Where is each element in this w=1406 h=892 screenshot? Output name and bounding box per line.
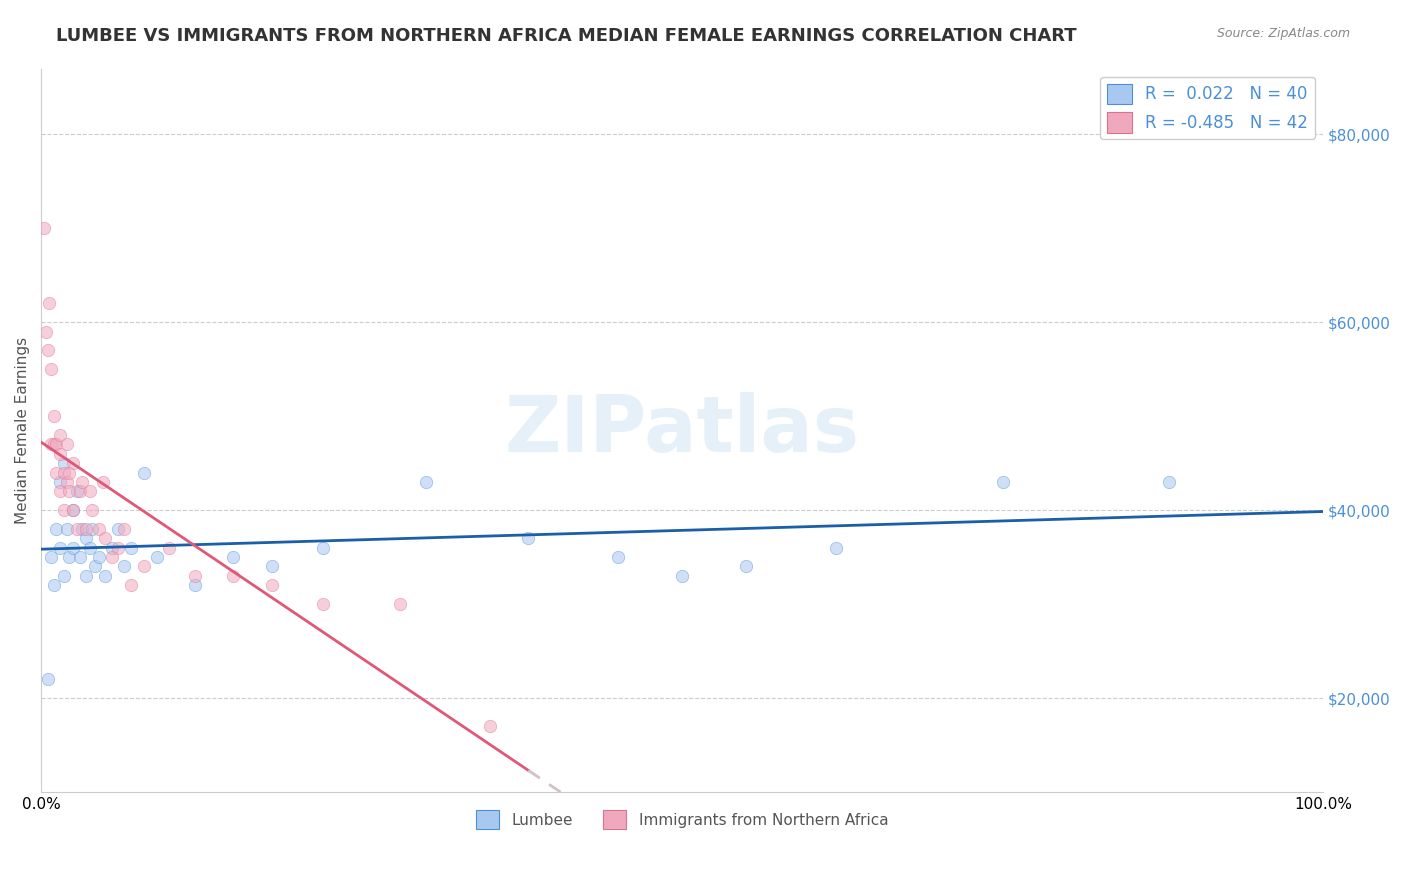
Point bbox=[94, 531, 117, 545]
Point bbox=[37, 343, 59, 358]
Point bbox=[107, 541, 129, 555]
Point bbox=[38, 296, 60, 310]
Point bbox=[222, 569, 245, 583]
Point bbox=[69, 550, 91, 565]
Point bbox=[84, 559, 107, 574]
Legend: Lumbee, Immigrants from Northern Africa: Lumbee, Immigrants from Northern Africa bbox=[470, 804, 894, 835]
Point bbox=[62, 503, 84, 517]
Point bbox=[607, 550, 630, 565]
Point bbox=[42, 437, 65, 451]
Point bbox=[55, 522, 77, 536]
Point bbox=[415, 475, 437, 489]
Point bbox=[222, 550, 245, 565]
Point bbox=[55, 437, 77, 451]
Text: LUMBEE VS IMMIGRANTS FROM NORTHERN AFRICA MEDIAN FEMALE EARNINGS CORRELATION CHA: LUMBEE VS IMMIGRANTS FROM NORTHERN AFRIC… bbox=[56, 27, 1077, 45]
Point bbox=[114, 522, 136, 536]
Y-axis label: Median Female Earnings: Median Female Earnings bbox=[15, 336, 30, 524]
Point bbox=[41, 362, 63, 376]
Point bbox=[114, 559, 136, 574]
Point bbox=[53, 466, 76, 480]
Point bbox=[671, 569, 693, 583]
Point bbox=[45, 522, 67, 536]
Point bbox=[145, 550, 167, 565]
Point bbox=[478, 719, 501, 733]
Point bbox=[49, 475, 72, 489]
Point bbox=[312, 541, 335, 555]
Point bbox=[70, 522, 93, 536]
Point bbox=[157, 541, 180, 555]
Point bbox=[32, 221, 55, 235]
Point bbox=[37, 672, 59, 686]
Point bbox=[100, 550, 122, 565]
Point bbox=[53, 503, 76, 517]
Point bbox=[132, 559, 155, 574]
Point bbox=[389, 597, 412, 611]
Text: ZIPatlas: ZIPatlas bbox=[505, 392, 859, 468]
Point bbox=[82, 503, 104, 517]
Point bbox=[49, 541, 72, 555]
Point bbox=[260, 559, 283, 574]
Point bbox=[66, 484, 89, 499]
Point bbox=[58, 484, 80, 499]
Point bbox=[735, 559, 758, 574]
Point bbox=[87, 522, 110, 536]
Point bbox=[1159, 475, 1181, 489]
Point bbox=[100, 541, 122, 555]
Point bbox=[49, 484, 72, 499]
Text: Source: ZipAtlas.com: Source: ZipAtlas.com bbox=[1216, 27, 1350, 40]
Point bbox=[120, 578, 142, 592]
Point bbox=[825, 541, 848, 555]
Point bbox=[42, 578, 65, 592]
Point bbox=[42, 409, 65, 424]
Point bbox=[82, 522, 104, 536]
Point bbox=[260, 578, 283, 592]
Point bbox=[94, 569, 117, 583]
Point bbox=[107, 522, 129, 536]
Point bbox=[75, 531, 97, 545]
Point bbox=[79, 484, 101, 499]
Point bbox=[120, 541, 142, 555]
Point bbox=[517, 531, 540, 545]
Point bbox=[91, 475, 114, 489]
Point bbox=[45, 466, 67, 480]
Point bbox=[75, 569, 97, 583]
Point bbox=[312, 597, 335, 611]
Point bbox=[62, 456, 84, 470]
Point bbox=[58, 466, 80, 480]
Point bbox=[991, 475, 1014, 489]
Point bbox=[66, 522, 89, 536]
Point bbox=[55, 475, 77, 489]
Point bbox=[62, 541, 84, 555]
Point bbox=[132, 466, 155, 480]
Point bbox=[184, 578, 207, 592]
Point bbox=[70, 475, 93, 489]
Point bbox=[53, 569, 76, 583]
Point bbox=[49, 447, 72, 461]
Point bbox=[184, 569, 207, 583]
Point bbox=[45, 437, 67, 451]
Point bbox=[69, 484, 91, 499]
Point bbox=[58, 550, 80, 565]
Point bbox=[75, 522, 97, 536]
Point bbox=[35, 325, 58, 339]
Point bbox=[87, 550, 110, 565]
Point bbox=[62, 503, 84, 517]
Point bbox=[41, 550, 63, 565]
Point bbox=[79, 541, 101, 555]
Point bbox=[53, 456, 76, 470]
Point bbox=[49, 428, 72, 442]
Point bbox=[41, 437, 63, 451]
